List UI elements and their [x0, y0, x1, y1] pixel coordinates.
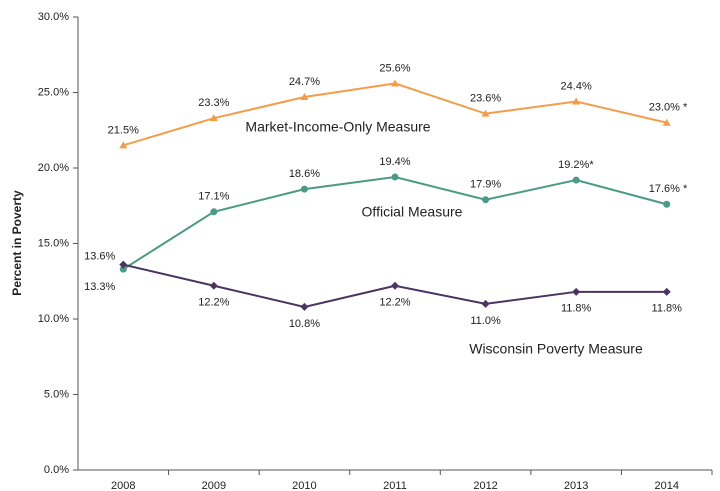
marker: [119, 260, 128, 269]
data-label: 25.6%: [379, 62, 410, 74]
marker: [391, 79, 399, 87]
data-label: 13.6%: [84, 251, 115, 263]
data-label: 18.6%: [289, 168, 320, 180]
marker: [300, 93, 309, 101]
x-tick-label: 2009: [202, 480, 226, 491]
y-tick-label: 20.0%: [38, 162, 69, 174]
x-tick-label: 2011: [383, 480, 407, 491]
marker: [572, 97, 581, 105]
marker: [119, 141, 128, 149]
marker: [119, 265, 127, 273]
data-label: 17.1%: [198, 191, 229, 203]
data-label: 12.2%: [198, 297, 229, 309]
x-tick-label: 2008: [111, 480, 135, 491]
y-tick-label: 0.0%: [44, 464, 69, 476]
y-tick-label: 30.0%: [38, 11, 69, 23]
marker: [210, 208, 218, 216]
x-tick-label: 2010: [292, 480, 316, 491]
data-label: 12.2%: [379, 297, 410, 309]
data-label: 11.0%: [470, 315, 501, 327]
y-tick-label: 10.0%: [38, 313, 69, 325]
data-label: 19.2%*: [558, 159, 594, 171]
data-label: 13.3%: [84, 281, 115, 293]
data-label: 17.9%: [470, 179, 501, 191]
series-line: [122, 82, 667, 147]
marker: [391, 173, 399, 181]
series-name: Official Measure: [362, 204, 463, 220]
marker: [300, 185, 308, 193]
marker: [391, 281, 399, 290]
series-name: Market-Income-Only Measure: [245, 119, 430, 135]
marker: [209, 281, 218, 290]
series-name: Wisconsin Poverty Measure: [469, 341, 643, 357]
data-label: 24.7%: [289, 76, 320, 88]
data-label: 11.8%: [652, 303, 683, 315]
marker: [481, 299, 490, 308]
x-tick-label: 2014: [654, 480, 678, 491]
marker: [300, 302, 309, 311]
x-tick-label: 2013: [564, 480, 588, 491]
marker: [662, 118, 671, 126]
data-label: 24.4%: [561, 80, 592, 92]
marker: [209, 114, 218, 122]
y-tick-label: 5.0%: [44, 388, 69, 400]
y-axis-label: Percent in Poverty: [10, 190, 24, 296]
data-label: 11.8%: [561, 303, 592, 315]
data-label: 17.6% *: [649, 183, 688, 195]
y-tick-label: 15.0%: [38, 237, 69, 249]
data-label: 19.4%: [379, 156, 410, 168]
marker: [663, 200, 671, 208]
marker: [481, 109, 490, 117]
data-label: 23.3%: [198, 97, 229, 109]
data-label: 10.8%: [289, 318, 320, 330]
data-label: 21.5%: [108, 124, 139, 136]
marker: [572, 176, 580, 184]
data-label: 23.0% *: [649, 102, 688, 114]
y-tick-label: 25.0%: [38, 86, 69, 98]
x-tick-label: 2012: [473, 480, 497, 491]
data-label: 23.6%: [470, 93, 501, 105]
marker: [662, 287, 671, 296]
marker: [482, 196, 490, 204]
marker: [572, 287, 581, 296]
